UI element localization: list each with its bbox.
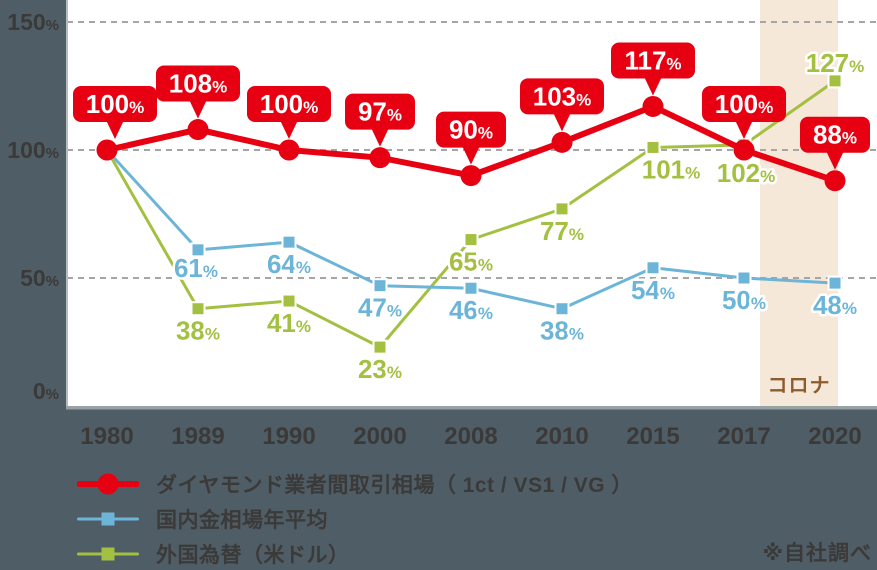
data-point-1-8 — [827, 275, 843, 291]
badge-8 — [800, 116, 870, 153]
x-tick-label-2015: 2015 — [626, 423, 679, 450]
data-point-1-2 — [281, 234, 297, 250]
badge-pointer-3 — [371, 127, 389, 147]
y-tick-label-0: 0% — [33, 378, 59, 404]
badge-label-6: 117% — [624, 45, 681, 75]
badge-label-5: 103% — [533, 81, 592, 111]
data-point-0-8 — [824, 170, 846, 192]
legend-item-forex: 外国為替（米ドル） — [77, 541, 633, 567]
legend-marker-diamond-icon — [77, 471, 139, 497]
value-label-1-6: 54% — [631, 275, 675, 305]
data-point-2-3 — [372, 339, 388, 355]
data-point-1-1 — [190, 242, 206, 258]
data-point-1-6 — [645, 260, 661, 276]
data-point-2-2 — [281, 293, 297, 309]
badge-label-2: 100% — [260, 89, 319, 119]
y-tick-label-150: 150% — [7, 9, 59, 35]
x-tick-label-2000: 2000 — [353, 423, 406, 450]
y-tick-label-100: 100% — [7, 137, 59, 163]
badge-pointer-4 — [462, 145, 480, 165]
x-tick-label-2010: 2010 — [535, 423, 588, 450]
badge-pointer-5 — [553, 112, 571, 132]
value-label-1-3: 47% — [358, 293, 402, 323]
value-label-2-6: 101% — [642, 154, 701, 184]
x-tick-label-1989: 1989 — [171, 423, 224, 450]
badge-pointer-0 — [106, 120, 124, 139]
x-tick-label-1990: 1990 — [262, 423, 315, 450]
badge-5 — [520, 78, 604, 115]
badge-label-3: 97% — [358, 97, 402, 127]
y-axis-line — [66, 0, 68, 409]
badge-pointer-2 — [280, 120, 298, 139]
data-point-2-4 — [463, 232, 479, 248]
data-point-1-5 — [554, 301, 570, 317]
badge-7 — [702, 86, 786, 122]
badge-label-7: 100% — [715, 89, 774, 119]
legend-item-gold: 国内金相場年平均 — [77, 506, 633, 532]
x-tick-label-2008: 2008 — [444, 423, 497, 450]
corona-band-label: コロナ — [768, 375, 831, 397]
value-label-1-7: 50% — [722, 285, 766, 315]
data-point-0-6 — [642, 95, 664, 117]
data-point-1-3 — [372, 278, 388, 294]
badge-label-1: 108% — [169, 69, 228, 99]
legend-marker-gold-icon — [77, 506, 139, 532]
value-label-2-3: 23% — [358, 354, 402, 384]
data-point-0-7 — [733, 139, 755, 161]
data-point-0-5 — [551, 131, 573, 153]
plot-area — [67, 0, 877, 409]
value-label-1-2: 64% — [267, 249, 311, 279]
legend-label-forex: 外国為替（米ドル） — [156, 544, 350, 567]
data-point-2-8 — [827, 73, 843, 89]
value-label-2-2: 41% — [267, 308, 311, 338]
badge-4 — [436, 111, 506, 148]
badge-3 — [345, 93, 415, 130]
badge-2 — [247, 86, 331, 122]
source-note: ※自社調べ — [762, 542, 872, 565]
value-label-1-5: 38% — [540, 316, 584, 346]
value-label-1-1: 61% — [174, 253, 218, 283]
badge-label-0: 100% — [86, 89, 145, 119]
value-label-1-8: 48% — [813, 290, 857, 320]
badge-6 — [611, 42, 695, 79]
legend-item-diamond: ダイヤモンド業者間取引相場（ 1ct / VS1 / VG ） — [77, 471, 633, 497]
badge-pointer-8 — [826, 150, 844, 170]
x-axis-line — [66, 406, 877, 410]
data-point-0-1 — [187, 119, 209, 141]
badge-label-8: 88% — [813, 120, 857, 150]
data-point-2-1 — [190, 301, 206, 317]
value-label-2-4: 65% — [449, 247, 493, 277]
legend-marker-forex-icon — [77, 541, 139, 567]
badge-pointer-6 — [644, 76, 662, 96]
data-point-2-5 — [554, 201, 570, 217]
x-tick-label-2017: 2017 — [717, 423, 770, 450]
x-tick-label-2020: 2020 — [808, 423, 861, 450]
badge-label-4: 90% — [449, 115, 493, 145]
value-label-2-5: 77% — [540, 216, 584, 246]
data-point-1-7 — [736, 270, 752, 286]
value-label-2-1: 38% — [176, 316, 220, 346]
badge-pointer-1 — [189, 99, 207, 119]
badge-0 — [73, 86, 157, 122]
data-point-2-6 — [645, 139, 661, 155]
y-tick-label-50: 50% — [20, 265, 59, 291]
data-point-1-4 — [463, 280, 479, 296]
badge-1 — [156, 65, 240, 102]
badge-pointer-7 — [735, 120, 753, 139]
data-point-0-4 — [460, 165, 482, 187]
value-label-2-8: 127% — [806, 48, 865, 78]
value-label-2-7: 102% — [717, 158, 776, 188]
value-label-1-4: 46% — [449, 295, 493, 325]
legend-label-gold: 国内金相場年平均 — [156, 509, 328, 532]
legend: ダイヤモンド業者間取引相場（ 1ct / VS1 / VG ） 国内金相場年平均… — [77, 471, 633, 567]
corona-band — [760, 0, 838, 406]
data-point-0-2 — [278, 139, 300, 161]
data-point-0-3 — [369, 147, 391, 169]
x-tick-label-1980: 1980 — [80, 423, 133, 450]
data-point-0-0 — [96, 139, 118, 161]
legend-label-diamond: ダイヤモンド業者間取引相場（ 1ct / VS1 / VG ） — [156, 474, 633, 497]
